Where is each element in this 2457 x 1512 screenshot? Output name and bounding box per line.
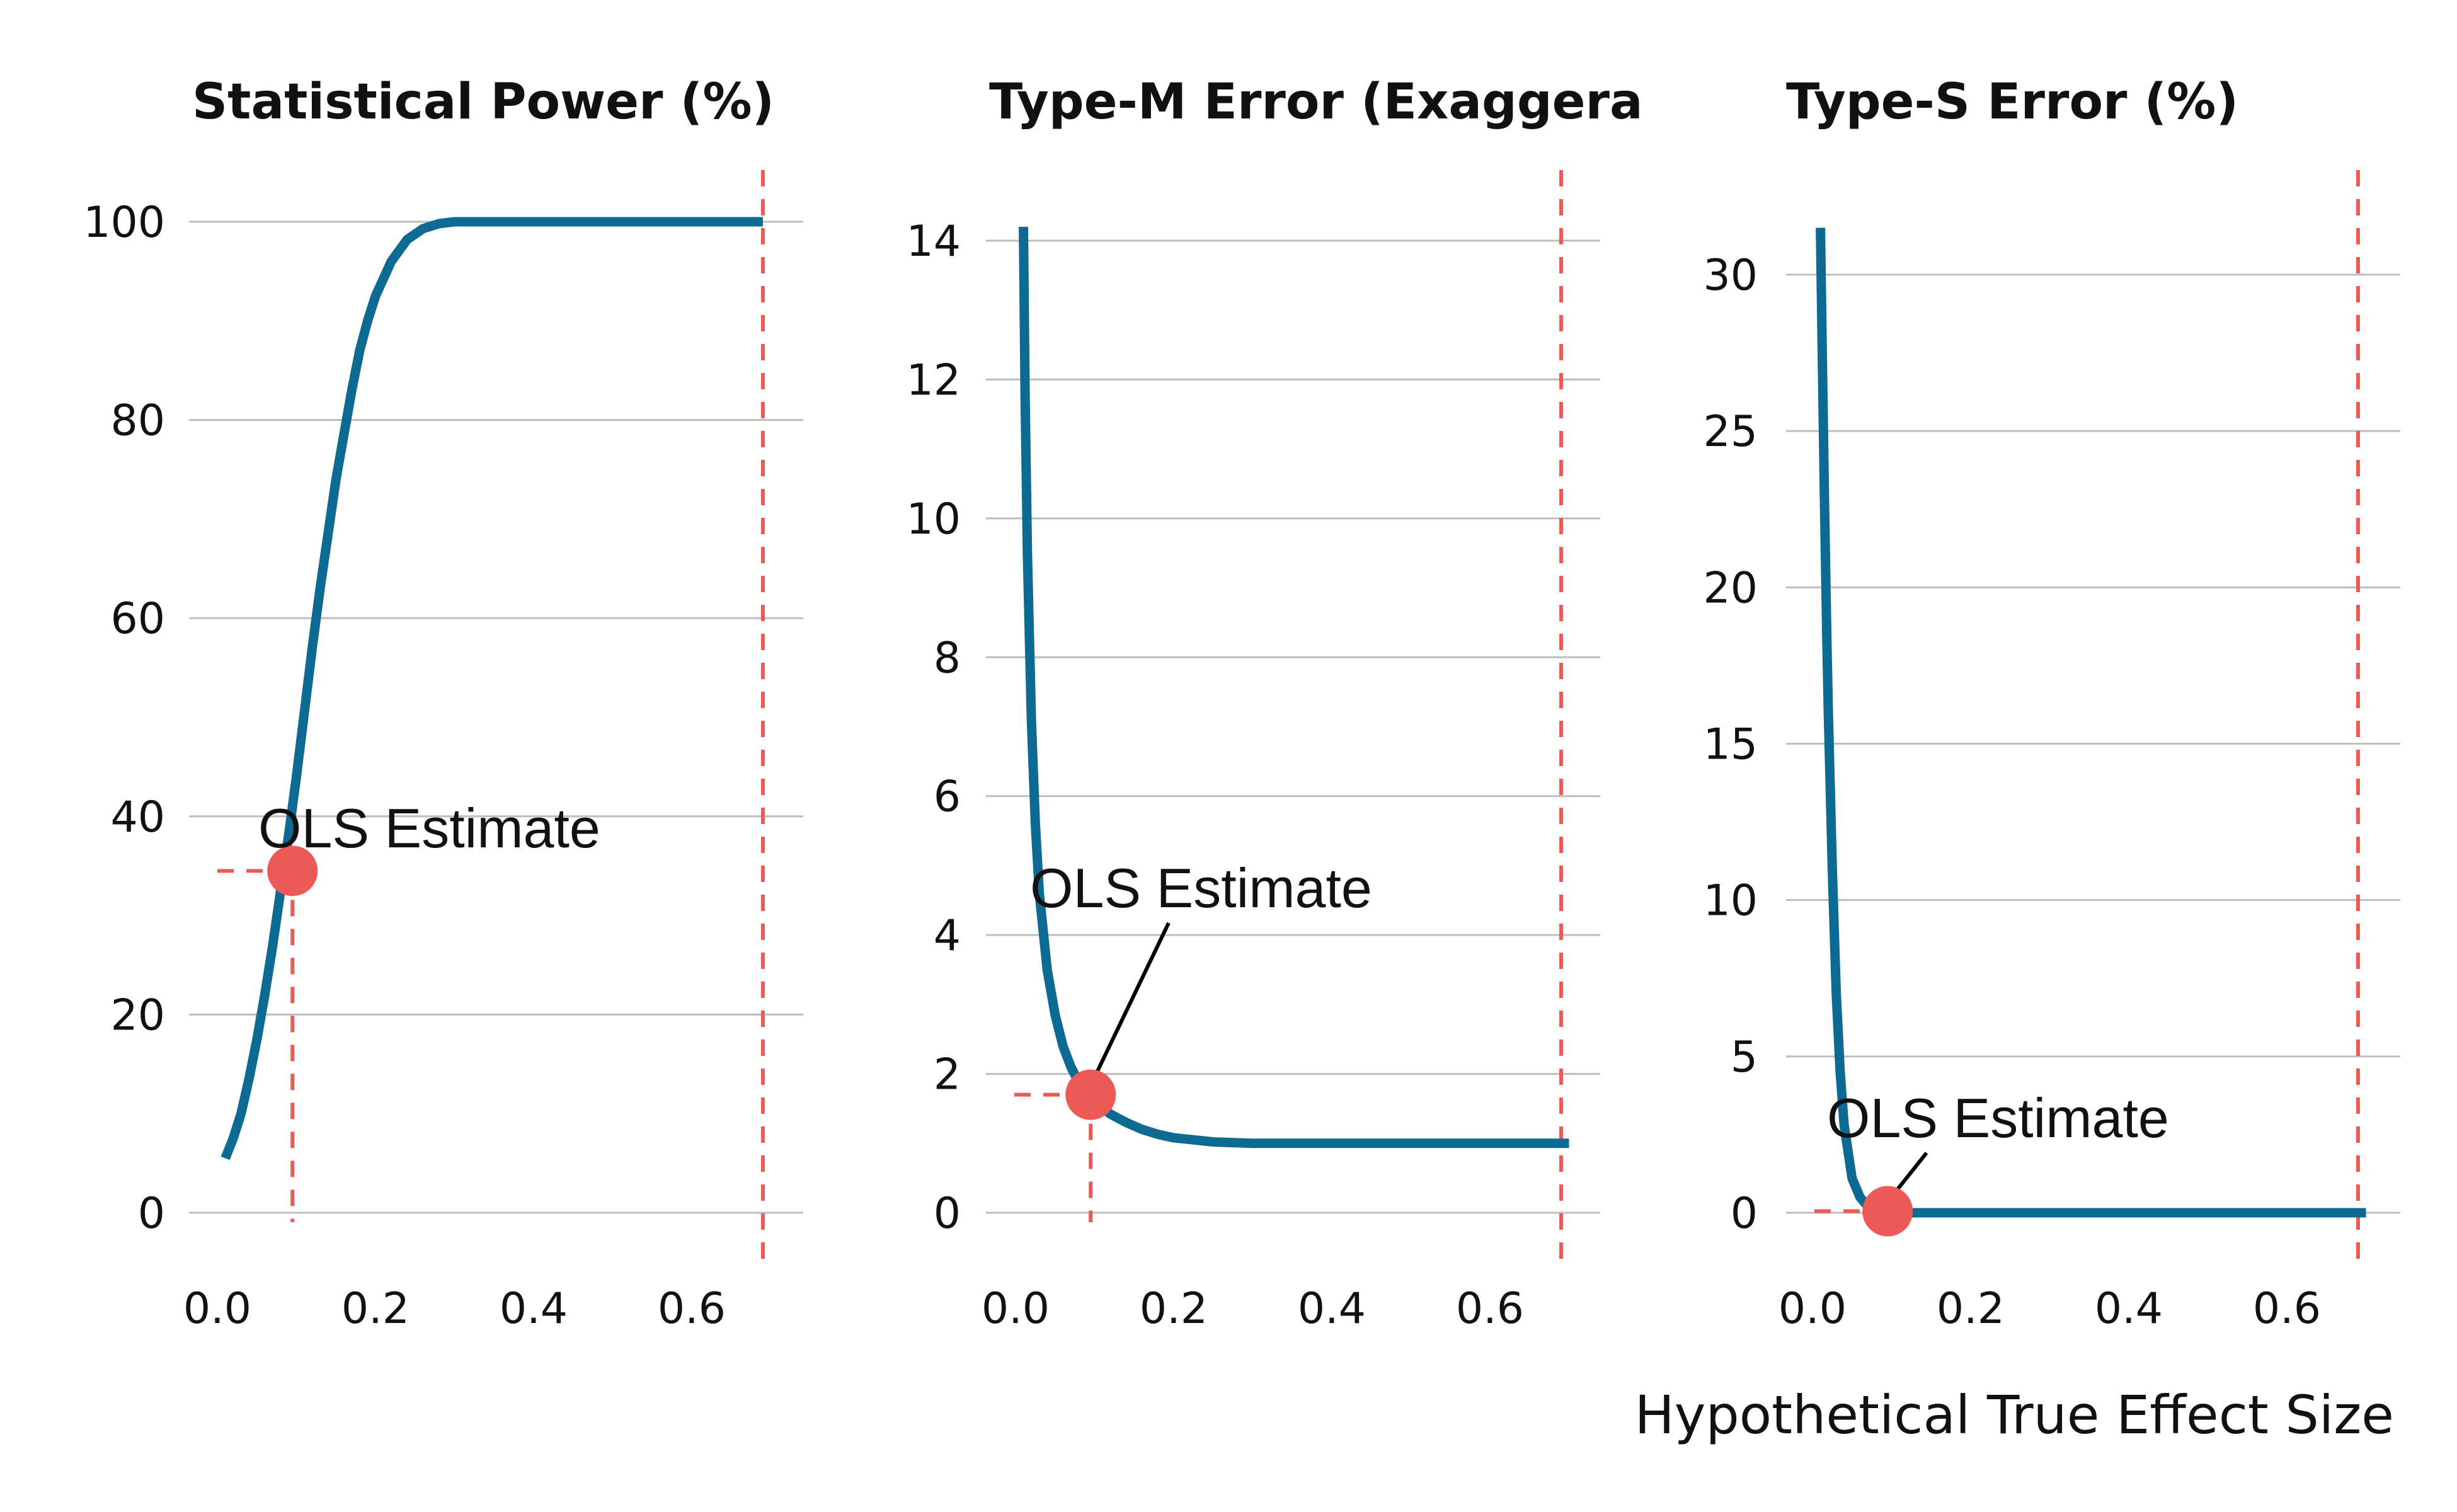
x-tick-label: 0.2 <box>1937 1284 2005 1334</box>
panel-2: Type-M Error (Exaggera 0 2 4 6 8 10 12 14 0.0 0.2 0… <box>906 74 1642 1334</box>
y-tick-label: 8 <box>934 633 961 683</box>
panel-1: Statistical Power (%) 0 20 40 60 80 100 0.0 0.2 0… <box>83 74 803 1334</box>
x-tick-label: 0.2 <box>1140 1284 1208 1334</box>
y-tick-label: 0 <box>138 1189 165 1239</box>
y-tick-label: 80 <box>110 396 165 446</box>
y-tick-label: 6 <box>934 772 961 822</box>
y-tick-label: 20 <box>110 990 165 1040</box>
x-tick-label: 0.6 <box>2253 1284 2321 1334</box>
y-tick-label: 60 <box>110 594 165 644</box>
series-line <box>1019 226 1569 1148</box>
panel-title: Statistical Power (%) <box>192 74 774 130</box>
y-tick-label: 5 <box>1731 1033 1758 1082</box>
y-tick-label: 15 <box>1703 720 1758 770</box>
annotation-leader <box>1089 922 1171 1086</box>
estimate-point <box>1065 1069 1116 1120</box>
x-tick-label: 0.0 <box>1778 1284 1847 1334</box>
x-tick-label: 0.4 <box>500 1284 568 1334</box>
x-tick-label: 0.0 <box>982 1284 1050 1334</box>
y-tick-label: 4 <box>934 911 961 961</box>
y-tick-label: 0 <box>934 1189 961 1239</box>
y-tick-label: 10 <box>1703 876 1758 926</box>
x-tick-label: 0.2 <box>341 1284 410 1334</box>
annotation-label: OLS Estimate <box>258 797 600 859</box>
x-tick-label: 0.6 <box>1456 1284 1524 1334</box>
y-tick-label: 10 <box>906 495 961 544</box>
y-tick-label: 0 <box>1731 1189 1758 1239</box>
x-tick-label: 0.6 <box>658 1284 726 1334</box>
x-axis-title: Hypothetical True Effect Size <box>1635 1384 2394 1446</box>
y-tick-label: 100 <box>83 198 165 248</box>
y-tick-label: 12 <box>906 355 961 405</box>
x-tick-label: 0.4 <box>1298 1284 1366 1334</box>
y-tick-label: 25 <box>1703 407 1758 457</box>
y-tick-label: 2 <box>934 1050 961 1100</box>
series-line <box>220 217 763 1160</box>
estimate-point <box>267 845 318 896</box>
x-tick-label: 0.0 <box>183 1284 251 1334</box>
estimate-point <box>1862 1186 1913 1237</box>
x-tick-label: 0.4 <box>2095 1284 2163 1334</box>
y-tick-label: 14 <box>906 217 961 266</box>
panel-title: Type-M Error (Exaggera <box>989 74 1643 130</box>
y-tick-label: 20 <box>1703 563 1758 613</box>
panel-3: Type-S Error (%) 0 5 10 15 20 25 30 0.0 0.2 0.4 0.6… <box>1703 74 2400 1334</box>
series-line <box>1816 227 2366 1218</box>
y-tick-label: 30 <box>1703 251 1758 301</box>
panel-title: Type-S Error (%) <box>1786 74 2238 130</box>
y-tick-label: 40 <box>110 793 165 842</box>
annotation-label: OLS Estimate <box>1030 857 1372 919</box>
annotation-label: OLS Estimate <box>1827 1087 2169 1149</box>
